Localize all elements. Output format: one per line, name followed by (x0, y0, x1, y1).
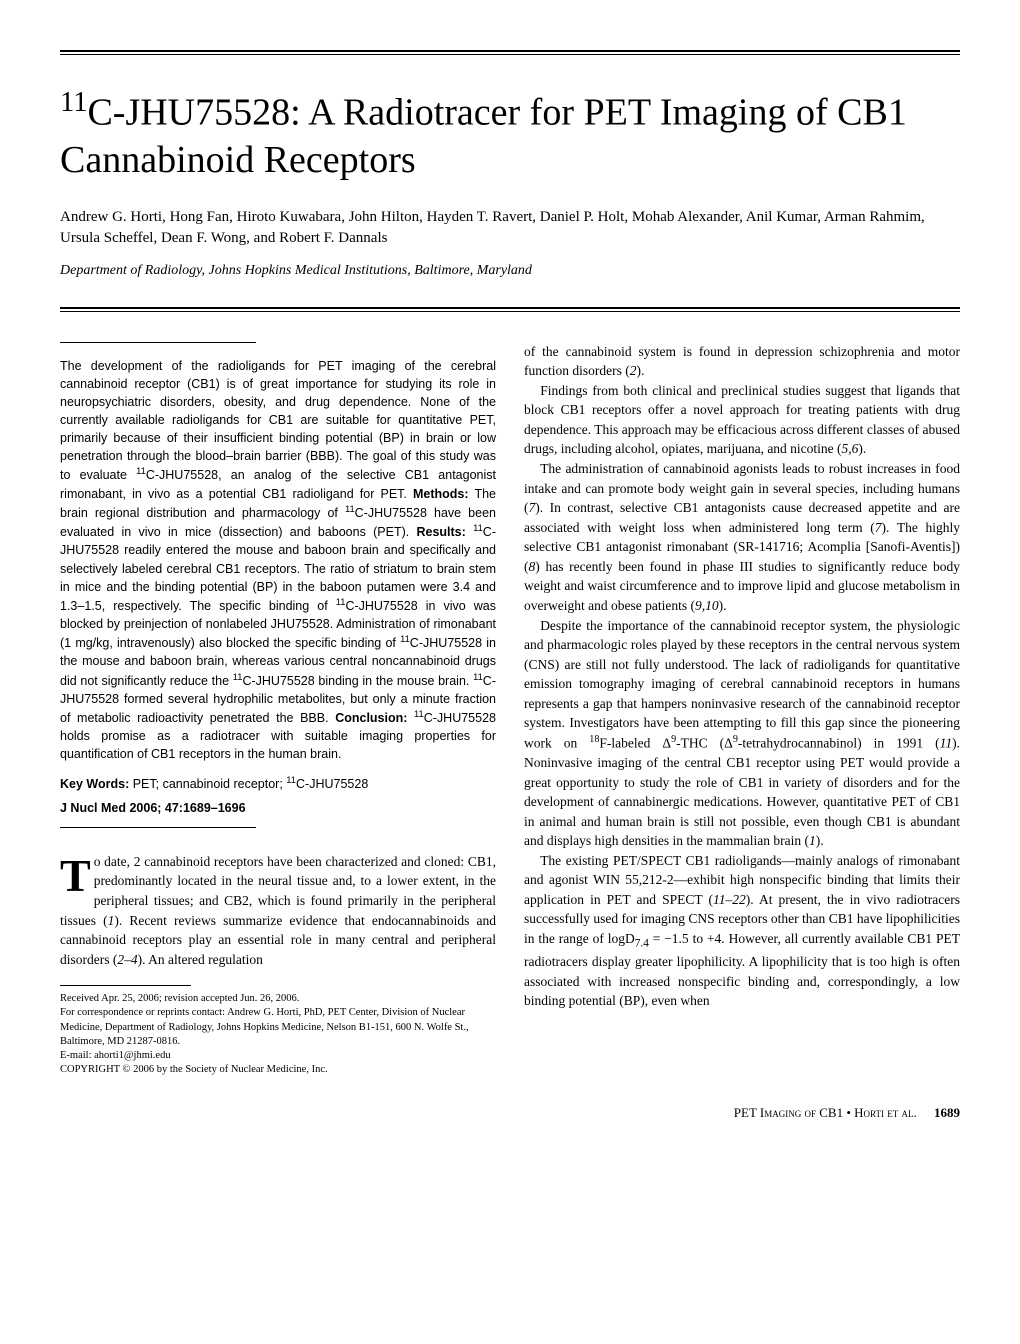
abstract-rule-top (60, 342, 256, 343)
two-column-layout: The development of the radioligands for … (60, 342, 960, 1078)
footnote-correspondence: For correspondence or reprints contact: … (60, 1006, 496, 1049)
affiliation: Department of Radiology, Johns Hopkins M… (60, 263, 960, 279)
footnotes-block: Received Apr. 25, 2006; revision accepte… (60, 992, 496, 1077)
body-paragraph: The administration of cannabinoid agonis… (524, 459, 960, 616)
body-paragraph: Despite the importance of the cannabinoi… (524, 616, 960, 851)
header-rule (60, 50, 960, 55)
footnote-received: Received Apr. 25, 2006; revision accepte… (60, 992, 496, 1006)
intro-paragraph: To date, 2 cannabinoid receptors have be… (60, 852, 496, 969)
keywords-value: PET; cannabinoid receptor; 11C-JHU75528 (133, 777, 369, 791)
footnote-email: E-mail: ahorti1@jhmi.edu (60, 1049, 496, 1063)
keywords-label: Key Words: (60, 777, 129, 791)
right-column: of the cannabinoid system is found in de… (524, 342, 960, 1078)
running-title: PET Imaging of CB1 • Horti et al. (734, 1105, 917, 1120)
divider-rule (60, 307, 960, 312)
page-number: 1689 (934, 1105, 960, 1120)
body-paragraph: Findings from both clinical and preclini… (524, 381, 960, 459)
intro-text: o date, 2 cannabinoid receptors have bee… (60, 854, 496, 967)
dropcap: T (60, 852, 94, 895)
body-paragraph: of the cannabinoid system is found in de… (524, 342, 960, 381)
page-footer: PET Imaging of CB1 • Horti et al. 1689 (60, 1105, 960, 1121)
abstract-text: The development of the radioligands for … (60, 357, 496, 764)
article-title: 11C-JHU75528: A Radiotracer for PET Imag… (60, 85, 960, 185)
footnote-copyright: COPYRIGHT © 2006 by the Society of Nucle… (60, 1063, 496, 1077)
keywords-line: Key Words: PET; cannabinoid receptor; 11… (60, 774, 496, 793)
body-paragraph: The existing PET/SPECT CB1 radioligands—… (524, 851, 960, 1011)
author-list: Andrew G. Horti, Hong Fan, Hiroto Kuwaba… (60, 207, 960, 249)
abstract-rule-bottom (60, 827, 256, 828)
journal-citation: J Nucl Med 2006; 47:1689–1696 (60, 799, 496, 817)
left-column: The development of the radioligands for … (60, 342, 496, 1078)
footnote-rule (60, 985, 191, 986)
